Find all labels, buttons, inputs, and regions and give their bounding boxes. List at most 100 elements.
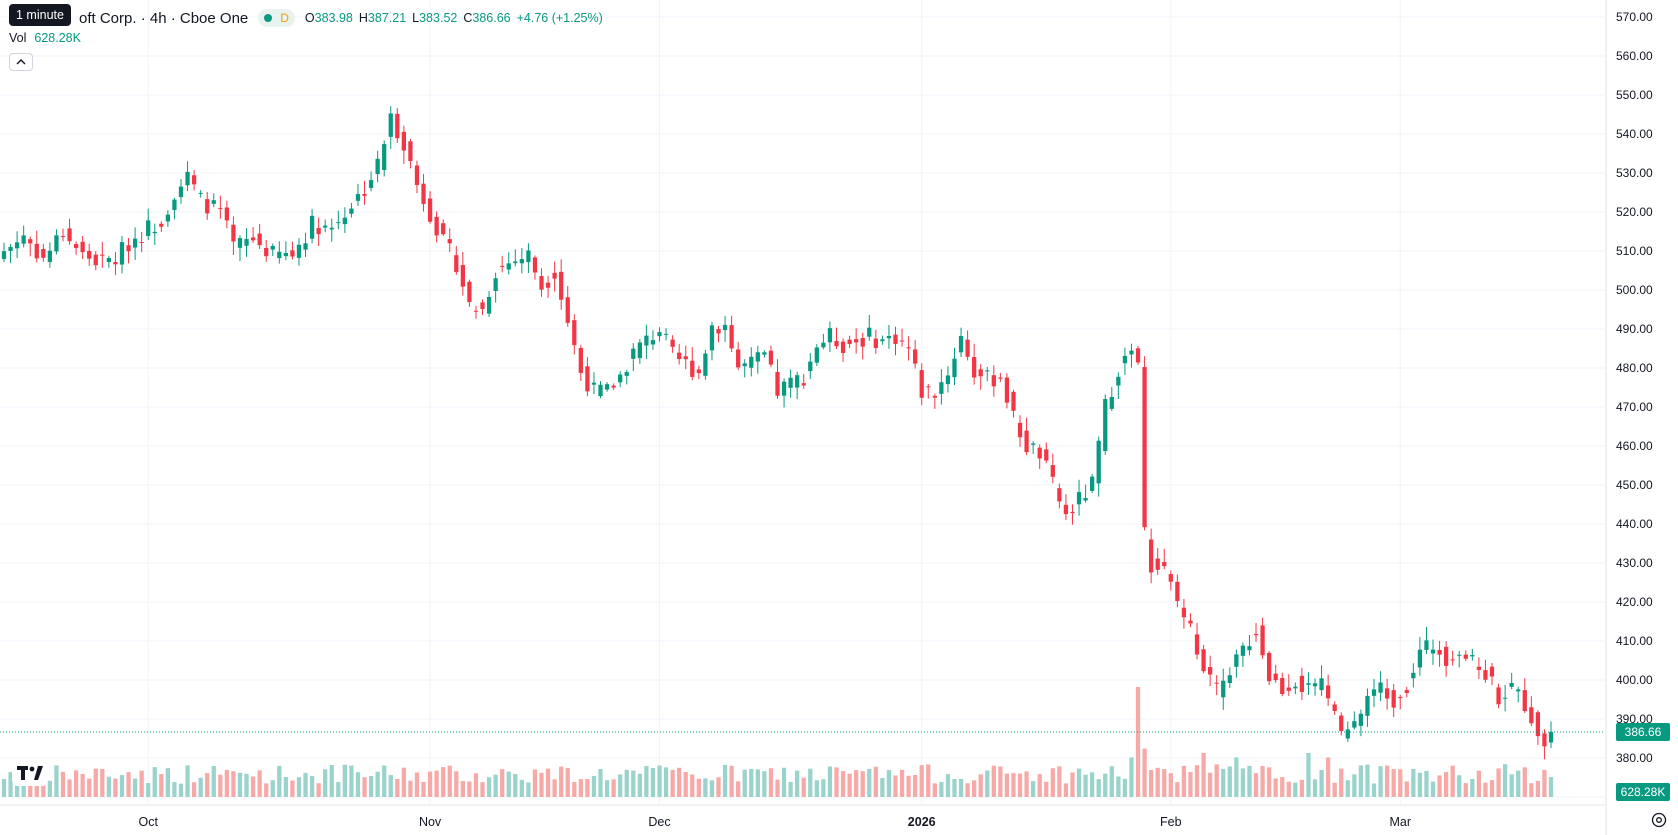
volume-bar — [552, 779, 557, 797]
candle-body — [677, 352, 682, 360]
volume-bar — [323, 769, 328, 797]
volume-bar — [342, 764, 347, 797]
volume-bar — [146, 783, 151, 797]
volume-bar — [1299, 779, 1305, 797]
candle-body — [1017, 422, 1023, 438]
candle-body — [473, 310, 479, 312]
symbol-title[interactable]: oft Corp. · 4h · Cboe One — [79, 9, 249, 27]
low-label: L — [412, 11, 420, 25]
volume-bar — [1535, 780, 1541, 797]
tradingview-logo[interactable] — [12, 760, 48, 786]
candle-body — [1371, 689, 1377, 696]
volume-bar — [224, 769, 230, 797]
candle-body — [834, 340, 839, 347]
candle-body — [1358, 713, 1364, 726]
candle-body — [867, 327, 872, 337]
candle-body — [1312, 683, 1318, 687]
candle-body — [945, 375, 951, 385]
time-axis[interactable]: Oct Nov Dec 2026 Feb Mar — [0, 804, 1605, 829]
volume-bar — [1037, 774, 1042, 797]
volume-bar — [290, 780, 295, 797]
candle-body — [716, 329, 721, 334]
volume-bar — [1430, 781, 1436, 797]
volume-bar — [493, 774, 498, 797]
volume-bar — [1149, 770, 1154, 797]
volume-bar — [309, 776, 315, 797]
candle-body — [1299, 675, 1305, 692]
candle-body — [191, 175, 197, 185]
price-tick-label: 410.00 — [1616, 634, 1653, 648]
candle-body — [14, 242, 20, 249]
volume-bar — [296, 777, 302, 797]
candle-body — [526, 250, 531, 263]
candle-body — [513, 261, 518, 264]
volume-bar — [388, 775, 393, 797]
symbol-legend: oft Corp. · 4h · Cboe One D O 383.98 H 387… — [9, 8, 603, 28]
candle-body — [1214, 682, 1219, 684]
candle-body — [539, 276, 544, 290]
volume-bar — [1496, 768, 1501, 797]
volume-bar — [250, 776, 256, 797]
candle-body — [1221, 680, 1226, 698]
candle-body — [572, 320, 577, 346]
volume-bar — [172, 782, 177, 797]
collapse-legend-button[interactable] — [9, 53, 33, 71]
volume-bar — [650, 768, 656, 797]
volume-bar — [1227, 766, 1232, 797]
candle-body — [1365, 695, 1370, 716]
close-value: 386.66 — [472, 11, 511, 25]
price-tick-label: 390.00 — [1616, 712, 1653, 726]
candle-body — [1240, 645, 1246, 656]
candle-body — [762, 352, 767, 355]
candle-body — [382, 144, 387, 171]
volume-bar — [1489, 780, 1495, 797]
volume-bar — [972, 780, 977, 797]
candle-body — [683, 356, 688, 360]
volume-bar — [742, 769, 747, 797]
candle-body — [205, 199, 210, 214]
volume-bar — [893, 775, 898, 797]
volume-bar — [159, 774, 164, 797]
candle-body — [1083, 498, 1088, 501]
volume-bar — [1240, 768, 1246, 797]
price-tick-label: 530.00 — [1616, 166, 1653, 180]
volume-bar — [329, 765, 334, 797]
candle-body — [808, 361, 813, 372]
volume-bar — [1096, 779, 1101, 797]
candle-body — [985, 370, 990, 372]
candle-body — [1339, 715, 1344, 732]
volume-bar — [1352, 774, 1357, 797]
candle-body — [152, 231, 157, 234]
volume-bar — [1, 778, 7, 797]
candle-body — [1194, 634, 1200, 655]
market-status-pill[interactable]: D — [258, 9, 295, 27]
volume-bar — [93, 768, 98, 797]
candle-body — [434, 216, 439, 236]
candle-body — [329, 227, 334, 230]
candle-body — [231, 224, 236, 242]
gear-icon[interactable] — [1650, 811, 1668, 829]
candle-body — [414, 165, 420, 186]
candle-body — [559, 271, 564, 300]
volume-bar — [768, 768, 774, 797]
volume-bar — [480, 782, 485, 797]
candle-body — [336, 222, 341, 224]
candle-body — [1044, 449, 1049, 461]
volume-bar — [1234, 757, 1239, 797]
price-axis[interactable]: 570.00 560.00 550.00 540.00 530.00 520.00 510.… — [1605, 0, 1653, 835]
candle-body — [172, 199, 177, 211]
candle-body — [532, 257, 538, 273]
candle-body — [1483, 670, 1488, 680]
price-tick-label: 400.00 — [1616, 673, 1653, 687]
candle-body — [1116, 376, 1121, 386]
volume-bar — [1031, 781, 1036, 797]
candle-body — [1024, 430, 1029, 453]
volume-bar — [840, 771, 846, 797]
volume-bar — [532, 769, 538, 797]
candle-body — [427, 198, 433, 222]
volume-bar — [565, 768, 570, 797]
volume-bar — [1470, 778, 1475, 797]
candle-body — [1378, 682, 1383, 693]
candle-body — [860, 337, 865, 347]
